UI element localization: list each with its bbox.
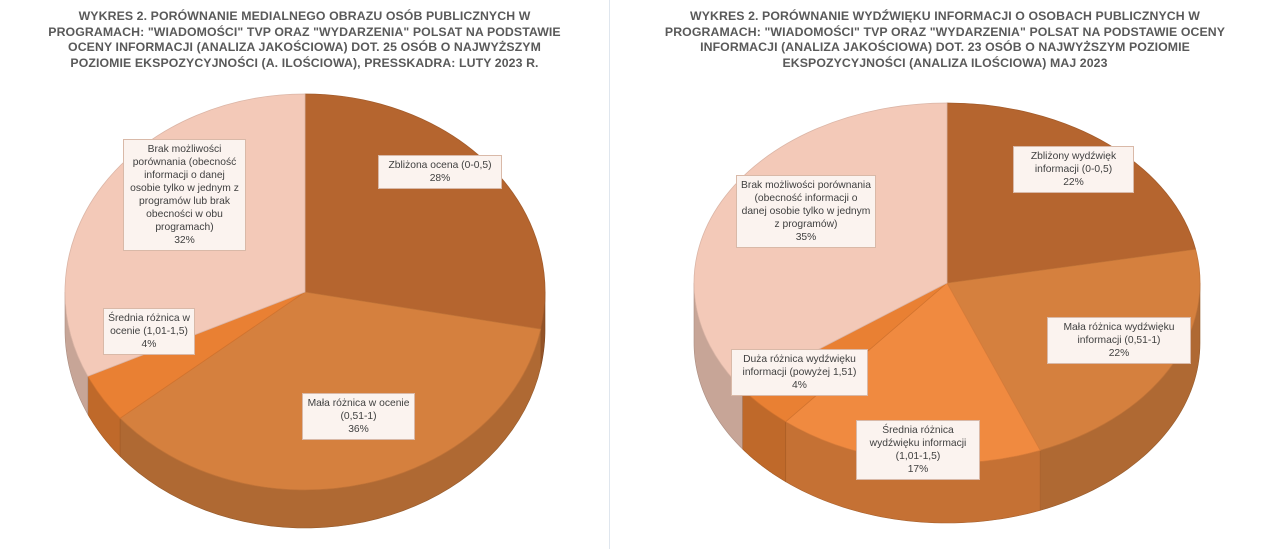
data-label-left-slice-0: Zbliżona ocena (0-0,5) 28% [378, 155, 502, 189]
slice-value-left-0: 28% [429, 173, 451, 184]
slice-name-right-3: Duża różnica wydźwięku informacji (powyż… [742, 354, 857, 378]
slice-name-right-4: Brak możliwości porównania (obecność inf… [741, 180, 871, 230]
chart-panel-left: WYKRES 2. PORÓWNANIE MEDIALNEGO OBRAZU O… [0, 0, 609, 549]
slice-name-left-1: Mała różnica w ocenie (0,51-1) [307, 398, 410, 422]
slice-value-left-1: 36% [348, 424, 369, 435]
chart-title-right: WYKRES 2. PORÓWNANIE WYDŹWIĘKU INFORMACJ… [664, 9, 1226, 70]
slice-value-left-2: 4% [141, 339, 157, 350]
slice-value-left-3: 32% [174, 235, 195, 246]
left-pie-slice-0 [304, 93, 546, 330]
slice-name-right-1: Mała różnica wydźwięku informacji (0,51-… [1063, 322, 1175, 346]
panel-divider [609, 0, 610, 549]
data-label-right-slice-4: Brak możliwości porównania (obecność inf… [736, 175, 876, 248]
slice-name-left-0: Zbliżona ocena (0-0,5) [388, 160, 492, 171]
left-pie-slice-1 [119, 291, 542, 491]
slice-name-left-2: Średnia różnica w ocenie (1,01-1,5) [108, 313, 190, 337]
slice-value-right-0: 22% [1063, 177, 1084, 188]
data-label-right-slice-3: Duża różnica wydźwięku informacji (powyż… [731, 349, 868, 396]
slice-name-right-0: Zbliżony wydźwięk informacji (0-0,5) [1030, 151, 1117, 175]
slice-value-right-2: 17% [907, 464, 929, 475]
data-label-left-slice-3: Brak możliwości porównania (obecność inf… [123, 139, 246, 251]
chart-panel-right: WYKRES 2. PORÓWNANIE WYDŹWIĘKU INFORMACJ… [610, 0, 1280, 549]
data-label-right-slice-0: Zbliżony wydźwięk informacji (0-0,5) 22% [1013, 146, 1134, 193]
slice-value-right-1: 22% [1108, 348, 1130, 359]
data-label-left-slice-2: Średnia różnica w ocenie (1,01-1,5) 4% [103, 308, 195, 355]
chart-title-left: WYKRES 2. PORÓWNANIE MEDIALNEGO OBRAZU O… [48, 9, 561, 70]
data-label-right-slice-2: Średnia różnica wydźwięku informacji (1,… [856, 420, 980, 480]
data-label-right-slice-1: Mała różnica wydźwięku informacji (0,51-… [1047, 317, 1191, 364]
right-pie-slice-0 [946, 102, 1197, 284]
slice-value-right-4: 35% [795, 232, 817, 243]
slice-name-left-3: Brak możliwości porównania (obecność inf… [130, 144, 239, 233]
pie-chart-left [64, 93, 546, 529]
slice-name-right-2: Średnia różnica wydźwięku informacji (1,… [869, 425, 967, 462]
data-label-left-slice-1: Mała różnica w ocenie (0,51-1) 36% [302, 393, 415, 440]
slice-value-right-3: 4% [792, 380, 807, 391]
